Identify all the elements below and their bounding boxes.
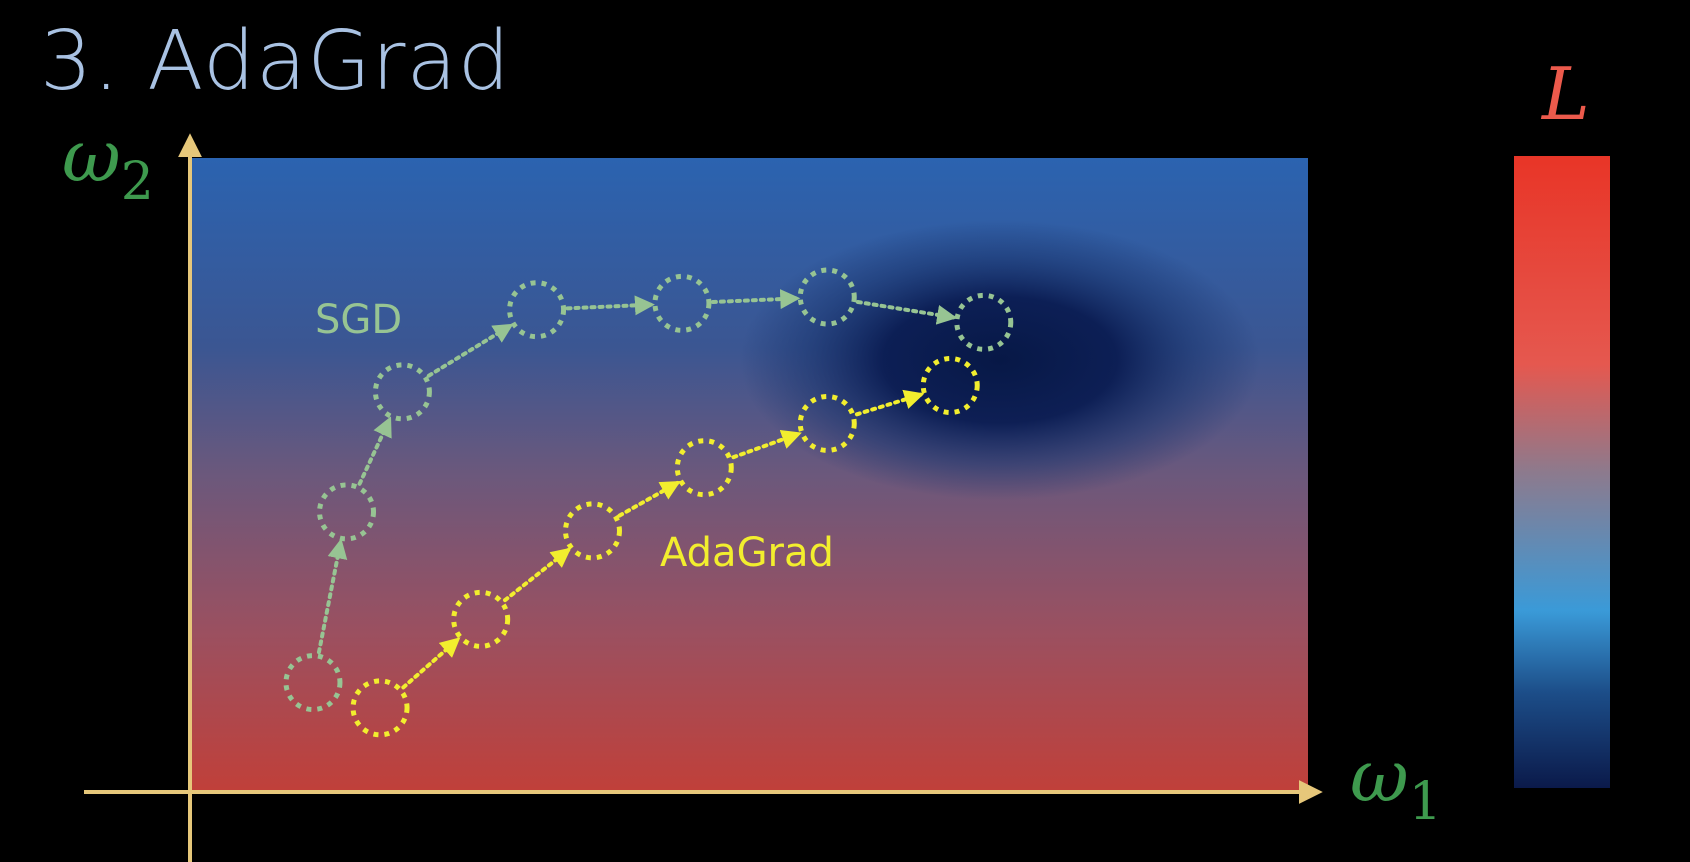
adagrad-step-point [350,678,410,738]
adagrad-step-point [562,501,622,561]
slide-title: 3. AdaGrad [40,14,511,109]
adagrad-step-point [797,393,857,453]
adagrad-path [350,356,980,738]
x-axis-subscript: 1 [1408,772,1442,833]
adagrad-step-arrow [854,389,925,417]
sgd-step-arrow [710,289,801,310]
sgd-step-arrow [855,299,958,325]
sgd-step-point [372,362,432,422]
sgd-path [283,267,1014,713]
loss-minimum-region [740,220,1260,500]
adagrad-step-point [674,438,734,498]
loss-colorbar [1514,156,1610,788]
sgd-step-point [954,292,1014,352]
sgd-step-point [283,653,343,713]
sgd-step-arrow [357,416,392,486]
adagrad-step-arrow [617,480,681,518]
adagrad-step-arrow [502,547,572,603]
y-axis-subscript: 2 [120,152,154,213]
adagrad-step-arrow [731,429,802,460]
x-axis-symbol: ω [1350,734,1409,818]
sgd-step-arrow [426,323,514,378]
adagrad-step-point [451,589,511,649]
y-axis-label: ω2 [62,120,154,208]
sgd-label: SGD [315,297,402,343]
sgd-step-point [507,280,567,340]
sgd-step-point [797,267,857,327]
adagrad-step-arrow [401,637,461,690]
colorbar-label: L [1542,52,1590,136]
x-axis-label: ω1 [1350,740,1442,828]
sgd-step-point [652,273,712,333]
adagrad-label: AdaGrad [660,530,834,576]
adagrad-step-point [920,356,980,416]
sgd-step-point [317,482,377,542]
sgd-step-arrow [565,295,655,316]
sgd-step-arrow [316,538,348,655]
y-axis-symbol: ω [62,114,121,198]
